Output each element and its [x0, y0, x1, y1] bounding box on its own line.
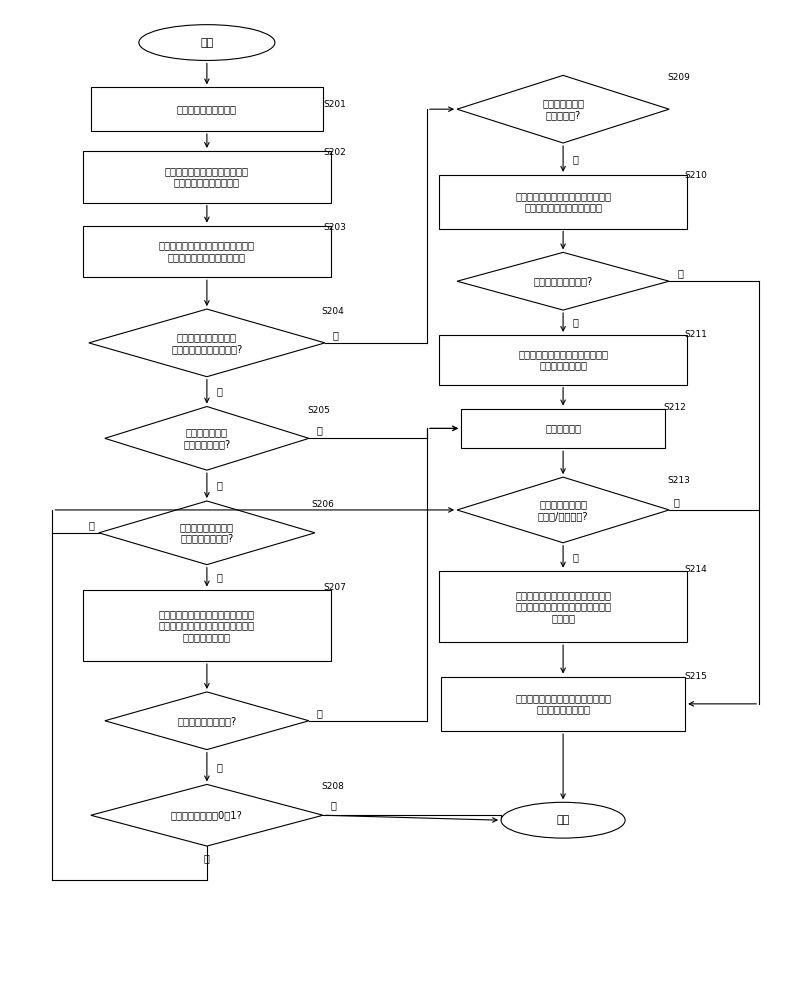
Polygon shape	[457, 75, 669, 143]
Text: S204: S204	[322, 307, 344, 316]
Text: 是: 是	[333, 330, 339, 340]
Text: 否: 否	[573, 154, 579, 164]
Text: 对所述全组合后的词组的匹配结果
进行合并去重处理: 对所述全组合后的词组的匹配结果 进行合并去重处理	[518, 349, 608, 371]
FancyBboxPatch shape	[439, 335, 688, 385]
Text: S203: S203	[323, 223, 346, 232]
Text: S202: S202	[323, 148, 346, 157]
Text: S201: S201	[323, 100, 346, 109]
FancyBboxPatch shape	[441, 677, 685, 731]
Text: 保存匹配结果: 保存匹配结果	[545, 423, 581, 433]
Text: 接收用户输入的搜索词: 接收用户输入的搜索词	[177, 104, 237, 114]
Text: 是: 是	[573, 317, 579, 327]
FancyBboxPatch shape	[83, 589, 331, 661]
Text: 结束: 结束	[556, 815, 570, 825]
Text: 对归一化后的搜索词进行分词处理，
以获取归一化后搜索词的词组: 对归一化后的搜索词进行分词处理， 以获取归一化后搜索词的词组	[159, 241, 255, 262]
Text: S215: S215	[685, 672, 708, 681]
FancyBboxPatch shape	[439, 175, 688, 229]
Text: 是否存在与词组
匹配的商品类目?: 是否存在与词组 匹配的商品类目?	[183, 428, 231, 449]
Text: 否: 否	[217, 481, 222, 491]
Text: 否: 否	[89, 520, 95, 530]
FancyBboxPatch shape	[83, 226, 331, 277]
Text: 是: 是	[217, 572, 222, 582]
Polygon shape	[105, 692, 309, 750]
Text: 是: 是	[317, 425, 323, 435]
Text: 搜索词中是否存在
产品词/和品牌词?: 搜索词中是否存在 产品词/和品牌词?	[538, 499, 588, 521]
Text: 对所述匹配结果进行合并去重处理，
获得最终的匹配结果: 对所述匹配结果进行合并去重处理， 获得最终的匹配结果	[515, 693, 611, 715]
Text: S212: S212	[663, 403, 686, 412]
Text: 开始: 开始	[200, 38, 214, 48]
Text: 否: 否	[217, 762, 222, 772]
Text: 删除所述词组中具有的过滤词词表中
的词，然后根据删除后的所述词组进
行商品类目的匹配: 删除所述词组中具有的过滤词词表中 的词，然后根据删除后的所述词组进 行商品类目的…	[159, 609, 255, 642]
Text: 对所述搜索词进行归一化处理，
以获取归一化后的搜索词: 对所述搜索词进行归一化处理， 以获取归一化后的搜索词	[165, 166, 249, 188]
Polygon shape	[91, 784, 323, 846]
Text: 词组中是否存在
一个产品词?: 词组中是否存在 一个产品词?	[542, 98, 584, 120]
Text: S208: S208	[322, 782, 344, 791]
FancyBboxPatch shape	[461, 409, 665, 448]
Polygon shape	[99, 501, 315, 565]
Text: 词组中是否具有预设
过滤词词表中的词?: 词组中是否具有预设 过滤词词表中的词?	[180, 522, 234, 544]
Text: 将所述词组中的词进行全组合，遍历
全组合后的词组进行匹配查询: 将所述词组中的词进行全组合，遍历 全组合后的词组进行匹配查询	[515, 191, 611, 212]
Polygon shape	[457, 477, 669, 543]
Polygon shape	[105, 407, 309, 470]
Polygon shape	[89, 309, 325, 377]
Polygon shape	[457, 252, 669, 310]
Text: 根据所述产品词的商品类目信息和所
述品牌词的商品类目信息，重新确定
匹配结果: 根据所述产品词的商品类目信息和所 述品牌词的商品类目信息，重新确定 匹配结果	[515, 590, 611, 623]
Text: S209: S209	[667, 73, 690, 82]
Text: 是否获取到匹配结果?: 是否获取到匹配结果?	[534, 276, 592, 286]
Text: 是: 是	[331, 800, 337, 810]
Text: 否: 否	[677, 268, 683, 278]
Ellipse shape	[501, 802, 625, 838]
Text: 否: 否	[217, 387, 222, 397]
Text: S205: S205	[307, 406, 330, 415]
Text: 词组的长度是否为0或1?: 词组的长度是否为0或1?	[171, 810, 243, 820]
Text: S206: S206	[311, 500, 334, 509]
Text: 是否获取到匹配结果?: 是否获取到匹配结果?	[177, 716, 236, 726]
Text: S211: S211	[685, 330, 708, 339]
Text: S213: S213	[667, 476, 690, 485]
Text: 是: 是	[573, 552, 579, 562]
Text: 否: 否	[204, 853, 210, 863]
Text: 在离线数据中是否存在
与搜索词匹配的商品类目?: 在离线数据中是否存在 与搜索词匹配的商品类目?	[171, 332, 243, 354]
Ellipse shape	[139, 25, 275, 60]
FancyBboxPatch shape	[439, 571, 688, 642]
Text: S210: S210	[685, 171, 708, 180]
Text: S214: S214	[685, 565, 708, 574]
FancyBboxPatch shape	[83, 151, 331, 203]
Text: S207: S207	[323, 583, 346, 592]
Text: 否: 否	[673, 497, 679, 507]
FancyBboxPatch shape	[91, 87, 323, 131]
Text: 是: 是	[317, 708, 323, 718]
